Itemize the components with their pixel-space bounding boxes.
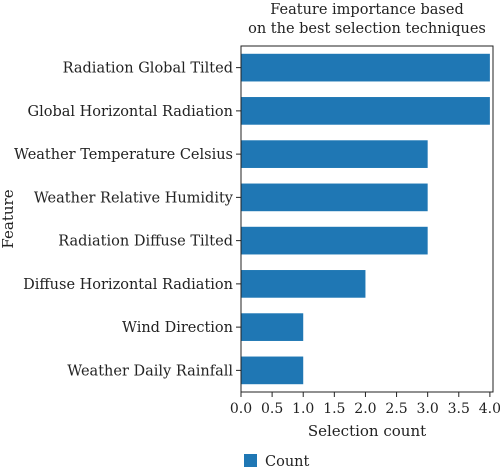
category-label-3: Weather Relative Humidity [34,190,234,206]
legend-label-count: Count [265,454,310,468]
x-tick-label-5: 2.5 [385,401,407,417]
category-label-6: Wind Direction [122,320,233,336]
bar-2 [241,140,428,168]
legend-swatch-count [244,454,257,467]
category-label-2: Weather Temperature Celsius [14,147,233,163]
x-axis-title: Selection count [308,422,426,440]
x-tick-label-6: 3.0 [417,401,439,417]
category-label-4: Radiation Diffuse Tilted [58,234,233,250]
bar-1 [241,97,490,125]
x-tick-label-7: 3.5 [448,401,470,417]
plot-frame [240,45,494,393]
category-label-1: Global Horizontal Radiation [28,104,234,120]
category-label-5: Diffuse Horizontal Radiation [23,277,233,293]
bar-5 [241,270,366,298]
x-tick-label-8: 4.0 [479,401,500,417]
x-tick-label-1: 0.5 [261,401,283,417]
bar-7 [241,356,304,385]
bar-6 [241,313,304,341]
plot-area: Radiation Global Tilted Global Horizontal… [14,53,500,417]
x-tick-label-3: 1.5 [323,401,345,417]
chart-title-line-1: Feature importance based [270,2,463,18]
x-tick-label-4: 2.0 [354,401,376,417]
category-label-0: Radiation Global Tilted [63,61,233,77]
x-tick-label-0: 0.0 [230,401,252,417]
bar-4 [241,226,428,255]
chart-title-line-2: on the best selection techniques [248,21,486,37]
category-label-7: Weather Daily Rainfall [67,363,233,379]
bar-3 [241,183,428,212]
x-tick-label-2: 1.0 [292,401,314,417]
legend: Count [244,454,310,468]
bar-0 [241,53,490,82]
y-axis-title: Feature [0,189,17,248]
